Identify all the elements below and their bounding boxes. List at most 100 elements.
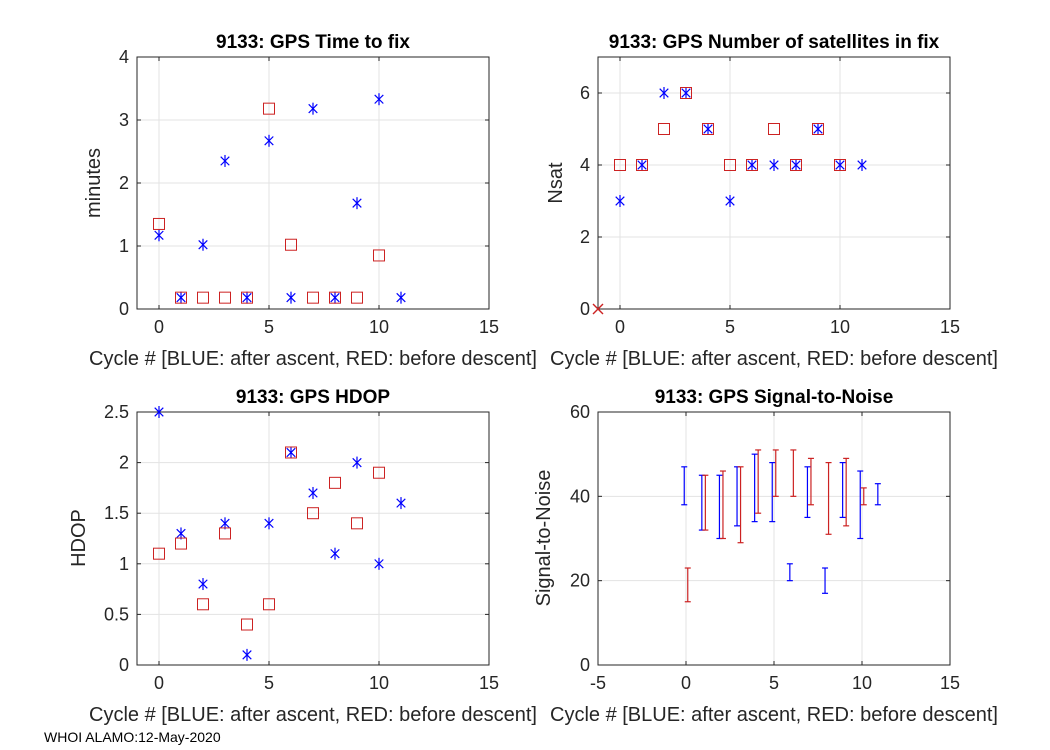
square-marker <box>175 537 187 550</box>
star-marker <box>747 159 757 171</box>
star-stroke <box>396 292 406 303</box>
star-stroke <box>176 292 186 303</box>
series-before-descent <box>153 102 385 304</box>
y-tick-label: 0 <box>119 655 129 675</box>
x-tick-label: 0 <box>154 317 164 337</box>
error-bar <box>843 457 850 527</box>
y-tick-label: 2 <box>119 173 129 193</box>
square-marker <box>351 291 363 304</box>
x-tick-label: 15 <box>940 673 960 693</box>
series-before-descent <box>153 446 385 631</box>
chart-title: 9133: GPS Signal-to-Noise <box>655 387 894 408</box>
star-marker <box>857 159 867 171</box>
star-stroke <box>725 196 735 206</box>
error-bar <box>874 483 881 506</box>
square-marker <box>658 123 670 135</box>
star-marker <box>374 93 384 106</box>
square-marker <box>307 507 319 520</box>
star-stroke <box>615 196 625 206</box>
star-stroke <box>308 488 318 498</box>
star-stroke <box>352 198 362 208</box>
star-stroke <box>264 518 274 529</box>
x-tick-label: 15 <box>479 673 499 693</box>
star-stroke <box>681 88 691 98</box>
star-stroke <box>264 136 274 146</box>
error-bar <box>839 462 846 519</box>
y-tick-label: 0 <box>580 299 590 319</box>
chart-ttf: 0 5 10 15 0 1 2 3 4 9133: GPS Time to fix Cycle # … <box>83 32 537 370</box>
square-marker <box>614 159 626 171</box>
square-marker <box>746 159 758 171</box>
star-marker <box>198 578 208 591</box>
error-bar <box>786 563 793 582</box>
error-bar <box>716 474 723 540</box>
star-stroke <box>703 124 713 134</box>
square-marker <box>680 87 692 99</box>
square-marker <box>175 291 187 304</box>
x-tick-label: 10 <box>369 673 389 693</box>
square-marker <box>702 123 714 135</box>
star-stroke <box>747 160 757 170</box>
error-bar <box>681 466 688 506</box>
x-tick-label: 15 <box>479 317 499 337</box>
square-marker <box>285 446 297 459</box>
y-tick-label: 20 <box>570 571 590 591</box>
star-marker <box>286 291 296 304</box>
error-bar <box>857 470 864 540</box>
square-marker <box>329 291 341 304</box>
star-marker <box>703 123 713 135</box>
star-stroke <box>286 292 296 303</box>
star-stroke <box>176 528 186 539</box>
star-marker <box>352 197 362 210</box>
y-tick-label: 0 <box>580 655 590 675</box>
star-marker <box>286 446 296 459</box>
square-marker <box>153 217 165 230</box>
square-marker <box>241 291 253 304</box>
star-stroke <box>791 160 801 170</box>
star-stroke <box>659 88 669 98</box>
square-marker <box>768 123 780 135</box>
star-marker <box>308 102 318 115</box>
y-tick-label: 0 <box>119 299 129 319</box>
star-stroke <box>308 103 318 114</box>
star-stroke <box>637 160 647 170</box>
y-tick-label: 1.5 <box>104 503 129 523</box>
star-marker <box>330 547 340 560</box>
chart-title: 9133: GPS Number of satellites in fix <box>609 32 940 53</box>
x-marker-stroke <box>592 303 604 315</box>
error-bar <box>698 474 705 531</box>
x-tick-label: 10 <box>830 317 850 337</box>
series-after-ascent <box>681 453 881 594</box>
star-stroke <box>154 230 164 241</box>
star-marker <box>308 486 318 499</box>
axes-box <box>597 56 951 310</box>
error-bar <box>719 470 726 540</box>
error-bar <box>860 487 867 506</box>
star-marker <box>637 159 647 171</box>
square-marker <box>373 249 385 262</box>
square-marker <box>834 159 846 171</box>
square-marker <box>351 517 363 530</box>
square-marker <box>373 466 385 479</box>
error-bar <box>772 449 779 497</box>
y-tick-label: 40 <box>570 486 590 506</box>
x-tick-label: 5 <box>769 673 779 693</box>
error-bar <box>702 474 709 531</box>
y-tick-label: 2 <box>119 453 129 473</box>
y-axis-label: minutes <box>83 148 105 218</box>
star-stroke <box>220 518 230 529</box>
square-marker <box>241 618 253 631</box>
star-marker <box>154 406 164 418</box>
x-tick-label: 5 <box>725 317 735 337</box>
star-marker <box>396 291 406 304</box>
star-marker <box>154 229 164 242</box>
square-marker <box>219 527 231 540</box>
star-stroke <box>330 292 340 303</box>
star-marker <box>176 527 186 540</box>
star-marker <box>615 195 625 207</box>
star-stroke <box>242 650 252 660</box>
x-tick-label: 15 <box>940 317 960 337</box>
error-bar <box>737 466 744 544</box>
